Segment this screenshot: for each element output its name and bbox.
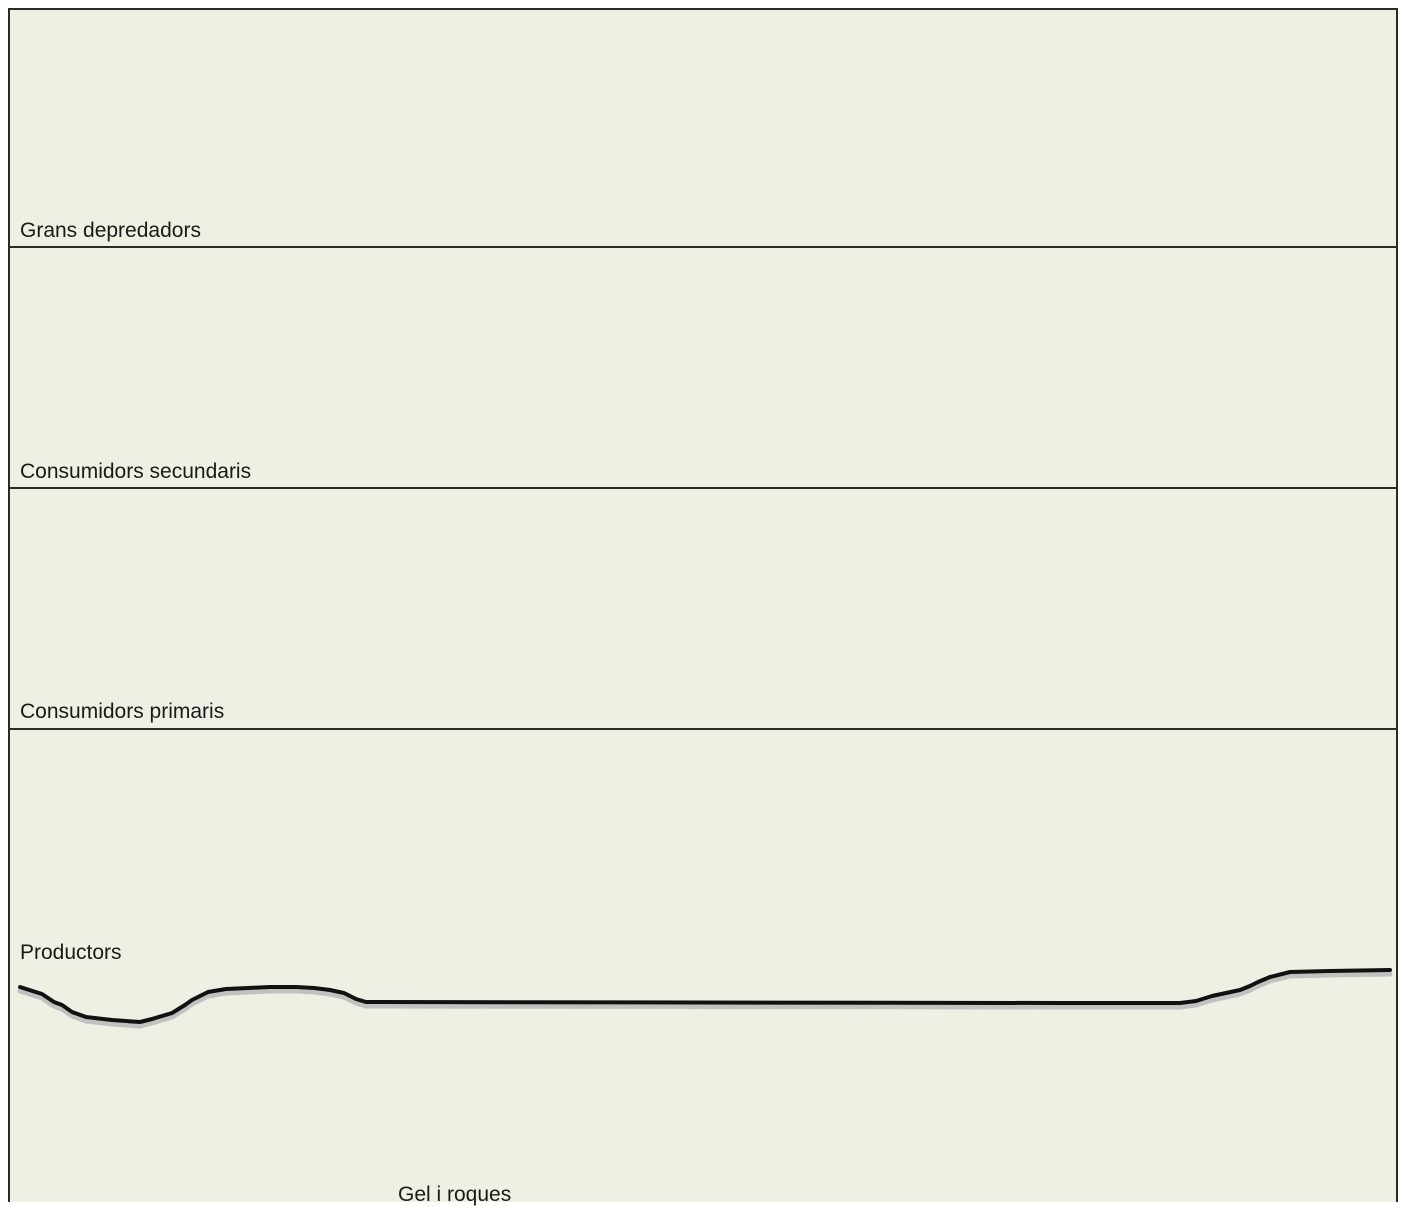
level-label-grans-depredadors: Grans depredadors bbox=[20, 220, 201, 241]
band-consumidors-secundaris bbox=[8, 248, 1398, 489]
band-grans-depredadors bbox=[8, 8, 1398, 248]
level-label-consumidors-primaris: Consumidors primaris bbox=[20, 701, 224, 722]
level-label-productors: Productors bbox=[20, 942, 122, 963]
level-label-consumidors-secundaris: Consumidors secundaris bbox=[20, 461, 251, 482]
band-consumidors-primaris bbox=[8, 489, 1398, 730]
band-productors bbox=[8, 730, 1398, 1202]
